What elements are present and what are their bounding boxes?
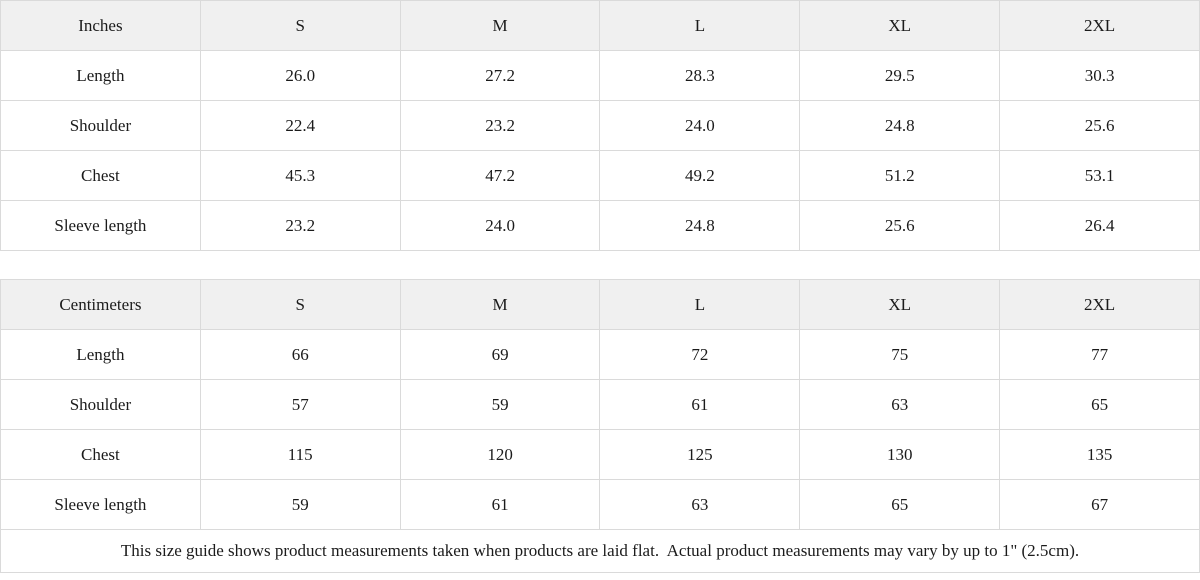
measure-value: 23.2: [399, 100, 601, 151]
centimeters-header-row: Centimeters S M L XL 2XL: [0, 279, 1200, 330]
measure-value: 47.2: [399, 150, 601, 201]
measure-value: 72: [599, 329, 801, 380]
table-row: Length 66 69 72 75 77: [0, 329, 1200, 380]
column-header-l: L: [599, 0, 801, 51]
measure-value: 24.8: [599, 200, 801, 251]
measure-value: 24.0: [599, 100, 801, 151]
table-row: Chest 115 120 125 130 135: [0, 429, 1200, 480]
measure-label: Shoulder: [0, 379, 201, 430]
column-header-m: M: [399, 0, 601, 51]
unit-header-inches: Inches: [0, 0, 201, 51]
measure-value: 135: [999, 429, 1200, 480]
spacer-row: [0, 250, 1200, 280]
measure-value: 120: [399, 429, 601, 480]
measure-label: Chest: [0, 429, 201, 480]
measure-value: 26.0: [199, 50, 401, 101]
spacer-cell: [0, 250, 1200, 280]
measure-value: 53.1: [999, 150, 1200, 201]
measure-value: 65: [799, 479, 1001, 530]
measure-value: 28.3: [599, 50, 801, 101]
measure-value: 63: [799, 379, 1001, 430]
measure-value: 49.2: [599, 150, 801, 201]
measure-value: 130: [799, 429, 1001, 480]
measure-value: 57: [199, 379, 401, 430]
measure-value: 23.2: [199, 200, 401, 251]
measure-value: 26.4: [999, 200, 1200, 251]
table-row: Shoulder 22.4 23.2 24.0 24.8 25.6: [0, 100, 1200, 151]
measure-value: 59: [399, 379, 601, 430]
measure-value: 66: [199, 329, 401, 380]
measure-value: 51.2: [799, 150, 1001, 201]
column-header-2xl: 2XL: [999, 279, 1200, 330]
measure-value: 25.6: [799, 200, 1001, 251]
footnote-row: This size guide shows product measuremen…: [0, 529, 1200, 573]
table-row: Chest 45.3 47.2 49.2 51.2 53.1: [0, 150, 1200, 201]
unit-header-centimeters: Centimeters: [0, 279, 201, 330]
table-row: Length 26.0 27.2 28.3 29.5 30.3: [0, 50, 1200, 101]
table-row: Sleeve length 23.2 24.0 24.8 25.6 26.4: [0, 200, 1200, 251]
measure-value: 25.6: [999, 100, 1200, 151]
measure-value: 77: [999, 329, 1200, 380]
measure-label: Sleeve length: [0, 479, 201, 530]
measure-value: 27.2: [399, 50, 601, 101]
table-row: Sleeve length 59 61 63 65 67: [0, 479, 1200, 530]
column-header-s: S: [199, 279, 401, 330]
measure-value: 63: [599, 479, 801, 530]
measure-value: 30.3: [999, 50, 1200, 101]
measure-label: Length: [0, 329, 201, 380]
inches-header-row: Inches S M L XL 2XL: [0, 0, 1200, 51]
measure-value: 69: [399, 329, 601, 380]
measure-value: 75: [799, 329, 1001, 380]
table-row: Shoulder 57 59 61 63 65: [0, 379, 1200, 430]
measure-value: 29.5: [799, 50, 1001, 101]
measure-label: Length: [0, 50, 201, 101]
column-header-xl: XL: [799, 279, 1001, 330]
measure-value: 59: [199, 479, 401, 530]
measure-value: 45.3: [199, 150, 401, 201]
measure-value: 22.4: [199, 100, 401, 151]
measure-value: 61: [399, 479, 601, 530]
measure-value: 24.0: [399, 200, 601, 251]
column-header-s: S: [199, 0, 401, 51]
measure-value: 67: [999, 479, 1200, 530]
measure-value: 115: [199, 429, 401, 480]
footnote-text: This size guide shows product measuremen…: [0, 529, 1200, 573]
measure-value: 61: [599, 379, 801, 430]
column-header-l: L: [599, 279, 801, 330]
measure-value: 24.8: [799, 100, 1001, 151]
column-header-2xl: 2XL: [999, 0, 1200, 51]
measure-value: 125: [599, 429, 801, 480]
measure-label: Sleeve length: [0, 200, 201, 251]
column-header-m: M: [399, 279, 601, 330]
measure-label: Chest: [0, 150, 201, 201]
measure-value: 65: [999, 379, 1200, 430]
measure-label: Shoulder: [0, 100, 201, 151]
column-header-xl: XL: [799, 0, 1001, 51]
